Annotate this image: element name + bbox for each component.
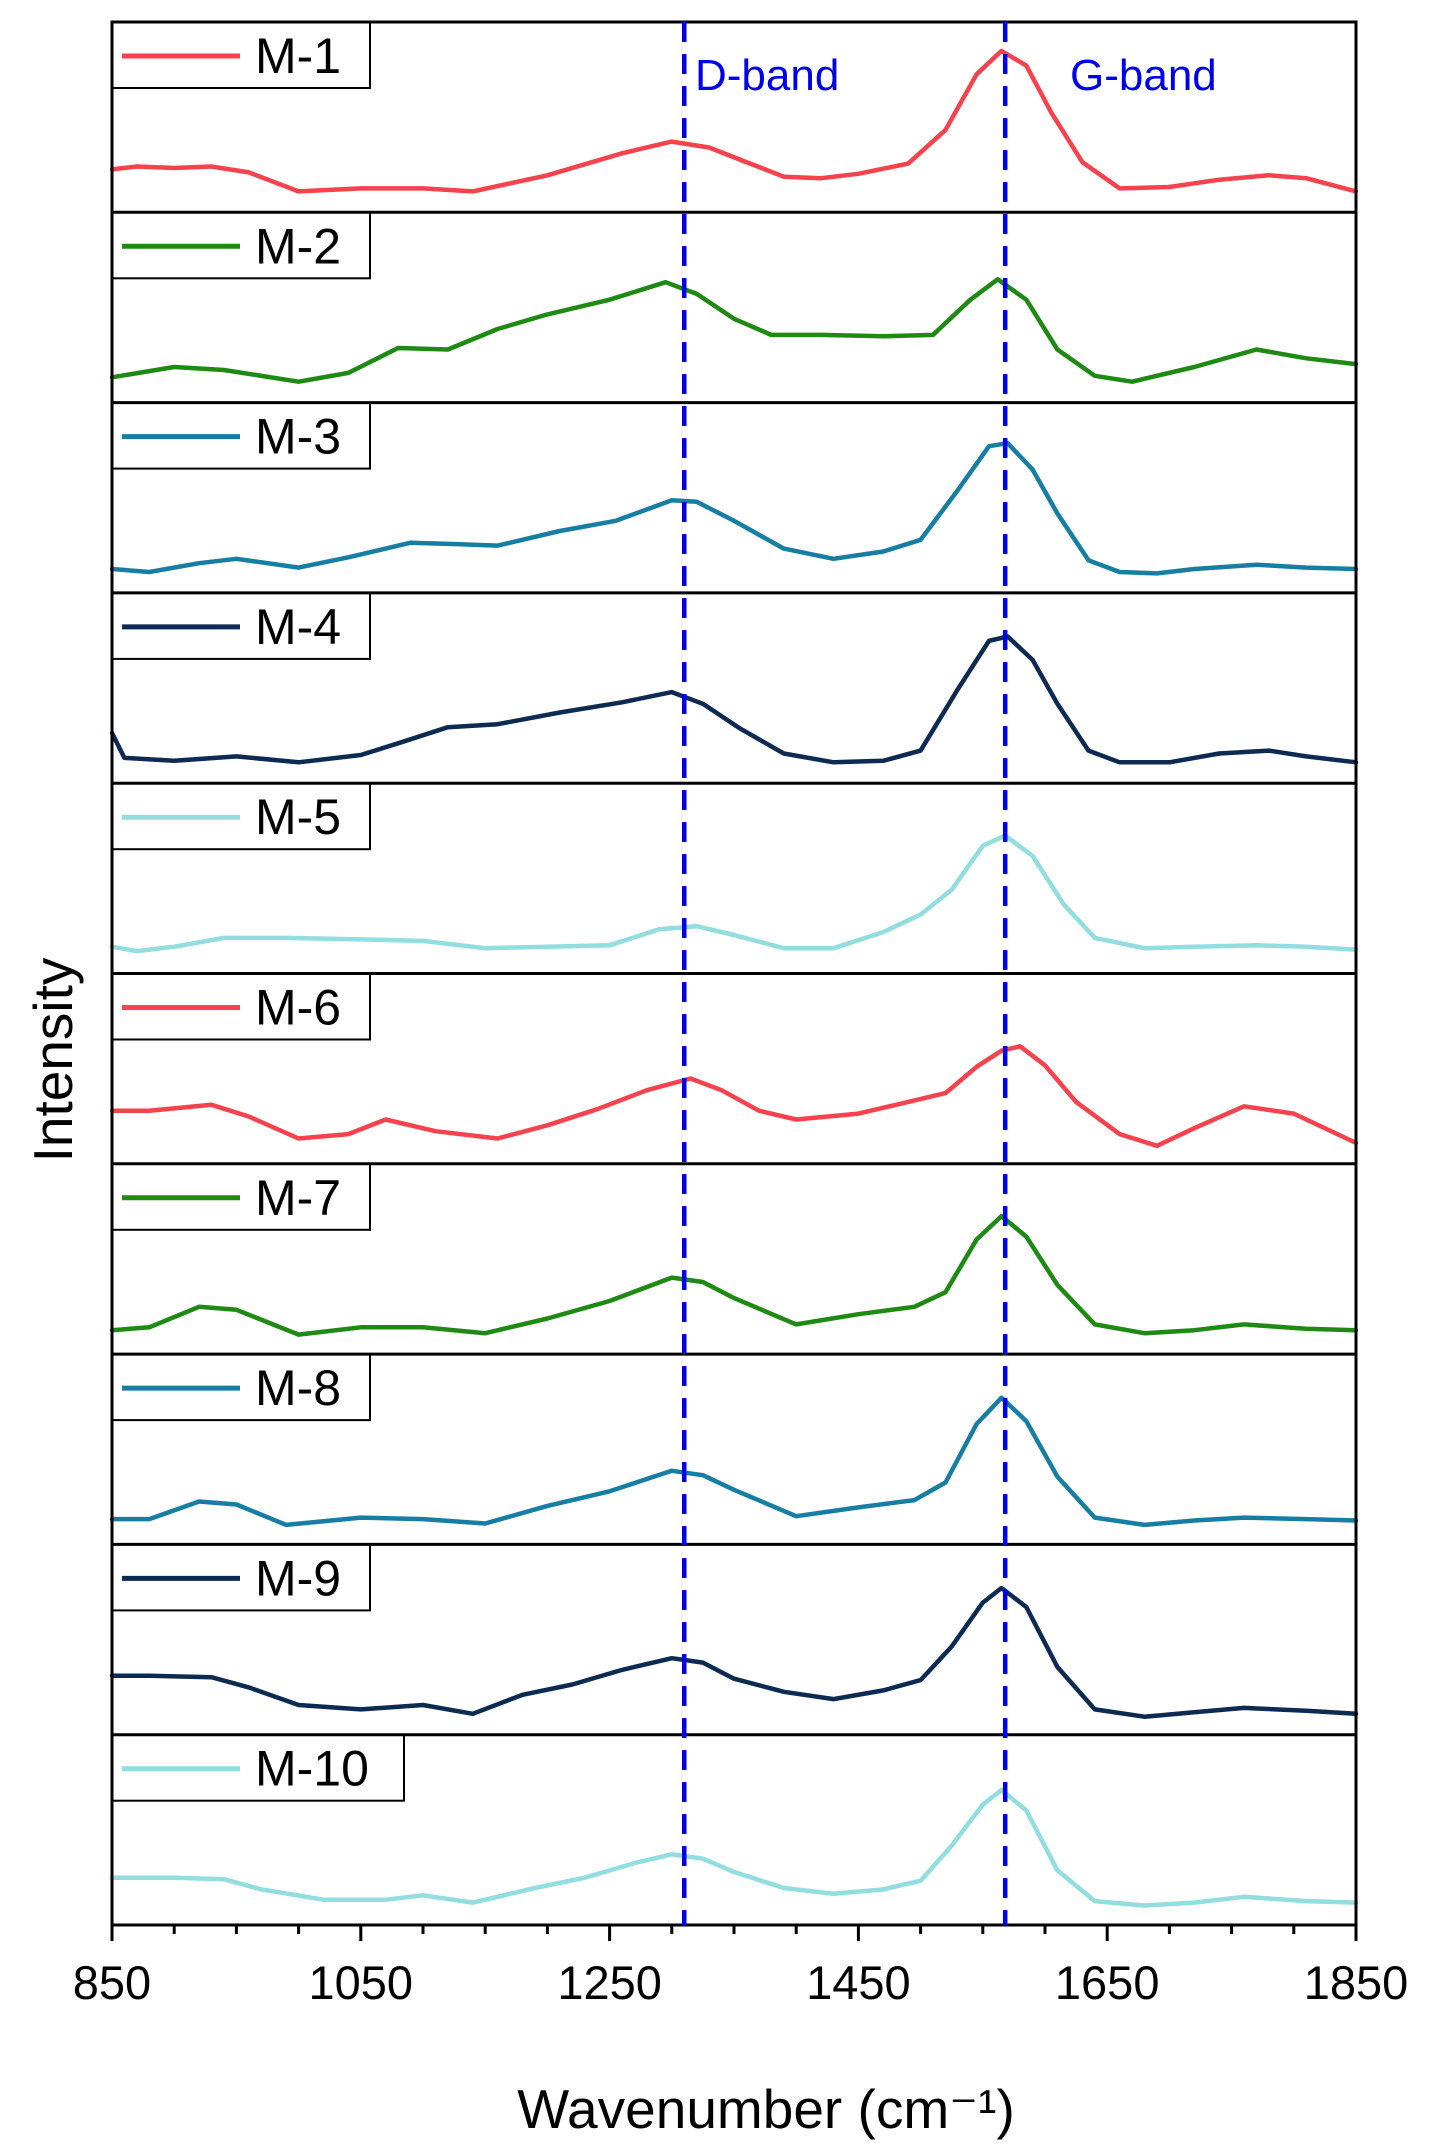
panel-m-5: M-5 bbox=[109, 781, 1359, 954]
series-line-m-2 bbox=[109, 277, 1359, 384]
legend-label: M-6 bbox=[255, 980, 341, 1036]
d-band-label: D-band bbox=[695, 51, 839, 100]
x-tick-label: 1450 bbox=[806, 1956, 911, 2009]
band-labels: D-band G-band bbox=[695, 51, 1217, 100]
legend-label: M-3 bbox=[255, 409, 341, 465]
panel-m-7: M-7 bbox=[109, 1162, 1359, 1337]
series-line-m-4 bbox=[109, 634, 1359, 765]
x-axis-title: Wavenumber (cm⁻¹) bbox=[517, 2078, 1015, 2140]
x-tick-label: 1050 bbox=[309, 1956, 414, 2009]
series-line-m-5 bbox=[109, 833, 1359, 954]
legend-label: M-1 bbox=[255, 28, 341, 84]
legend-label: M-2 bbox=[255, 218, 341, 274]
x-tick-label: 1850 bbox=[1304, 1956, 1409, 2009]
g-band-label: G-band bbox=[1070, 51, 1217, 100]
series-line-m-10 bbox=[109, 1787, 1359, 1908]
y-axis-title: Intensity bbox=[22, 957, 84, 1162]
panel-m-9: M-9 bbox=[109, 1542, 1359, 1719]
x-axis: 850 1050 1250 1450 1650 1850 bbox=[73, 1925, 1408, 2009]
panel-m-1: M-1 bbox=[109, 21, 1359, 194]
x-tick-label: 1250 bbox=[557, 1956, 662, 2009]
reference-lines bbox=[681, 22, 1008, 1925]
panel-m-2: M-2 bbox=[109, 210, 1359, 384]
series-line-m-1 bbox=[109, 48, 1359, 194]
legend-box bbox=[111, 21, 371, 89]
panel-m-4: M-4 bbox=[109, 591, 1359, 765]
series-line-m-3 bbox=[109, 440, 1359, 576]
series-line-m-9 bbox=[109, 1585, 1359, 1719]
x-tick-label: 1650 bbox=[1055, 1956, 1160, 2009]
legend-label: M-9 bbox=[255, 1550, 341, 1606]
panels-group: M-1 M-2 M-3 M-4 M-5 M-6 M-7 M-8 M-9 M-10 bbox=[109, 20, 1359, 1927]
legend-label: M-5 bbox=[255, 789, 341, 845]
panel-m-10: M-10 bbox=[109, 1733, 1359, 1908]
legend-label: M-10 bbox=[255, 1741, 369, 1797]
legend-label: M-4 bbox=[255, 599, 341, 655]
series-line-m-6 bbox=[109, 1044, 1359, 1149]
panel-m-6: M-6 bbox=[109, 972, 1359, 1149]
series-line-m-7 bbox=[109, 1213, 1359, 1337]
panel-m-8: M-8 bbox=[109, 1352, 1359, 1528]
series-line-m-8 bbox=[109, 1395, 1359, 1528]
legend-label: M-8 bbox=[255, 1360, 341, 1416]
legend-label: M-7 bbox=[255, 1170, 341, 1226]
x-tick-label: 850 bbox=[73, 1956, 151, 2009]
panel-m-3: M-3 bbox=[109, 401, 1359, 576]
legend-box bbox=[111, 972, 371, 1041]
